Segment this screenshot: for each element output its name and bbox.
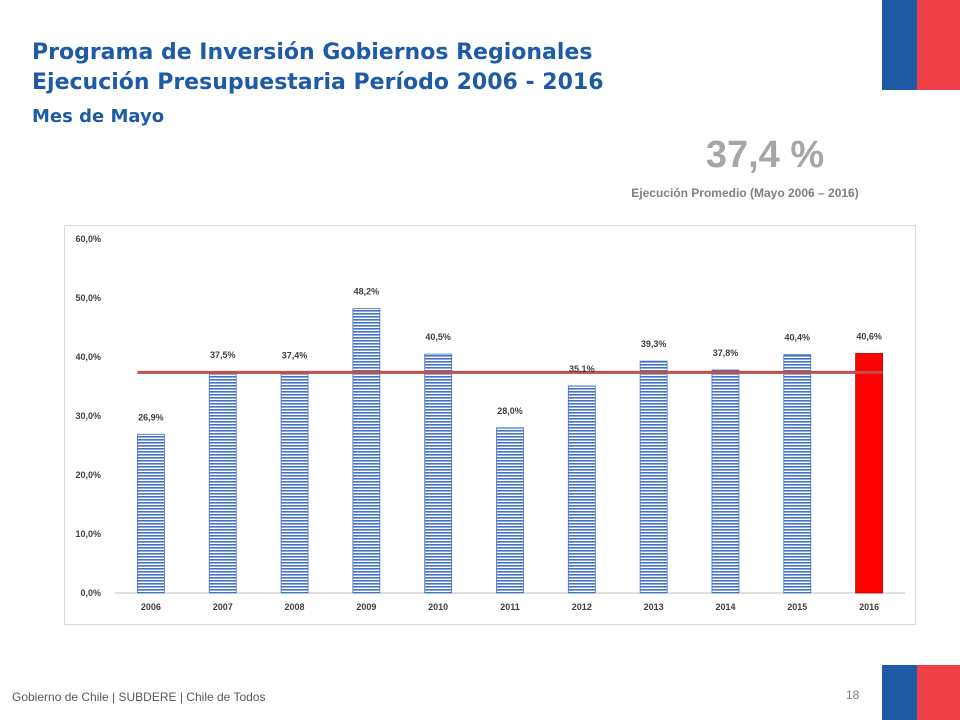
y-tick-label: 0,0% xyxy=(80,588,101,598)
page-title-line1: Programa de Inversión Gobiernos Regional… xyxy=(32,40,593,65)
flag-blue-stripe xyxy=(882,665,917,720)
bar-2013 xyxy=(639,360,668,594)
bar-chart: 0,0% 10,0% 20,0% 30,0% 40,0% 50,0% 60,0% 26,9%… xyxy=(75,234,905,612)
bar-2007 xyxy=(208,371,237,594)
x-tick-label-2011: 2011 xyxy=(500,602,520,612)
flag-red-stripe xyxy=(917,665,960,720)
y-tick-label: 20,0% xyxy=(75,470,101,480)
data-label-2012: 35,1% xyxy=(569,364,595,374)
page-number: 18 xyxy=(846,688,860,702)
x-tick-label-2014: 2014 xyxy=(715,602,735,612)
data-label-2015: 40,4% xyxy=(785,333,811,343)
y-tick-label: 60,0% xyxy=(75,234,101,244)
y-tick-label: 30,0% xyxy=(75,411,101,421)
data-label-2013: 39,3% xyxy=(641,339,667,349)
x-tick-label-2012: 2012 xyxy=(572,602,592,612)
x-tick-label-2006: 2006 xyxy=(141,602,161,612)
flag-blue-stripe xyxy=(882,0,917,90)
y-tick-label: 40,0% xyxy=(75,352,101,362)
x-tick-label-2013: 2013 xyxy=(644,602,664,612)
average-label: Ejecución Promedio (Mayo 2006 – 2016) xyxy=(631,186,859,200)
data-label-2009: 48,2% xyxy=(354,287,380,297)
bar-2014 xyxy=(711,369,740,594)
bar-2009 xyxy=(352,308,381,594)
flag-decoration-top xyxy=(882,0,960,90)
flag-red-stripe xyxy=(917,0,960,90)
data-label-2008: 37,4% xyxy=(282,350,308,360)
x-tick-label-2008: 2008 xyxy=(285,602,305,612)
bar-2006 xyxy=(137,433,165,594)
page-subtitle: Mes de Mayo xyxy=(32,106,165,127)
average-value: 37,4 % xyxy=(705,134,825,176)
x-tick-label-2007: 2007 xyxy=(213,602,233,612)
chart-container: 0,0% 10,0% 20,0% 30,0% 40,0% 50,0% 60,0% 26,9%… xyxy=(64,225,916,625)
footer-text: Gobierno de Chile | SUBDERE | Chile de T… xyxy=(12,690,266,704)
page-title-line2: Ejecución Presupuestaria Período 2006 - … xyxy=(32,70,604,95)
data-label-2010: 40,5% xyxy=(425,332,451,342)
data-label-2011: 28,0% xyxy=(497,406,523,416)
bar-2008 xyxy=(280,371,309,594)
x-tick-label-2015: 2015 xyxy=(787,602,807,612)
bar-2016 xyxy=(855,353,883,594)
x-tick-label-2010: 2010 xyxy=(428,602,448,612)
data-label-2006: 26,9% xyxy=(138,412,164,422)
y-tick-label: 10,0% xyxy=(75,529,101,539)
bar-2010 xyxy=(424,353,453,594)
bar-2015 xyxy=(783,354,812,594)
data-label-2016: 40,6% xyxy=(856,331,882,341)
bar-2011 xyxy=(496,427,524,594)
bar-2012 xyxy=(567,385,596,594)
y-tick-label: 50,0% xyxy=(75,293,101,303)
x-tick-label-2016: 2016 xyxy=(859,602,879,612)
flag-decoration-bottom xyxy=(882,665,960,720)
data-label-2014: 37,8% xyxy=(713,348,739,358)
x-tick-label-2009: 2009 xyxy=(356,602,376,612)
data-label-2007: 37,5% xyxy=(210,350,236,360)
